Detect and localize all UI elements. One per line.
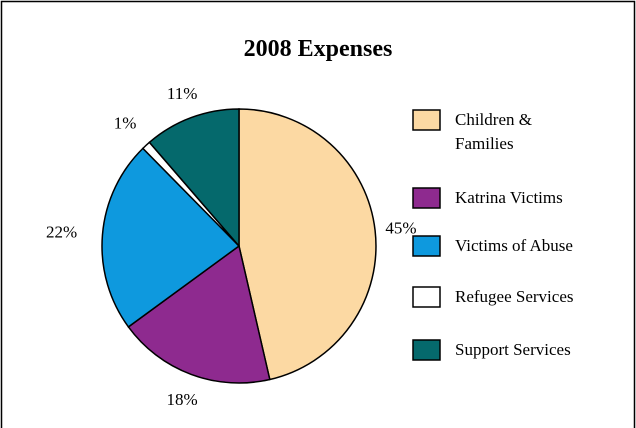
legend-label: Victims of Abuse (455, 236, 573, 255)
legend-item-children-and-families: Children & Families (412, 109, 532, 153)
legend-label-line: Katrina Victims (455, 188, 563, 207)
legend-swatch (412, 109, 441, 131)
slice-label-victims-of-abuse: 22% (46, 223, 77, 242)
legend-label-line: Refugee Services (455, 287, 573, 306)
slice-label-support-services: 11% (167, 84, 198, 103)
legend-label-line: Support Services (455, 340, 571, 359)
pie-slice-children-and-families (238, 108, 377, 381)
legend-swatch (412, 187, 441, 209)
legend-swatch (412, 286, 441, 308)
legend-item-katrina-victims: Katrina Victims (412, 187, 563, 209)
pie-slice-victims-of-abuse (101, 147, 241, 328)
legend: Children & Families Katrina Victims Victims… (412, 109, 573, 361)
pie-slice-support-services (148, 108, 240, 249)
legend-label-line: Victims of Abuse (455, 236, 573, 255)
slice-label-refugee-services: 1% (114, 114, 137, 133)
pie-slice-katrina-victims (127, 244, 271, 384)
legend-swatch (412, 235, 441, 257)
slice-label-children-and-families: 45% (385, 219, 416, 238)
legend-label: Support Services (455, 340, 571, 359)
slice-label-katrina-victims: 18% (167, 390, 198, 409)
pie-slices (101, 108, 377, 384)
legend-label: Children & Families (455, 110, 532, 153)
legend-label: Katrina Victims (455, 188, 563, 207)
legend-item-support-services: Support Services (412, 339, 571, 361)
legend-item-refugee-services: Refugee Services (412, 286, 573, 308)
legend-label-line: Families (455, 134, 514, 153)
legend-item-victims-of-abuse: Victims of Abuse (412, 235, 573, 257)
legend-swatch (412, 339, 441, 361)
pie-slice-labels: 45% 18% 22% 1% 11% (46, 84, 417, 409)
chart-title: 2008 Expenses (244, 36, 393, 62)
legend-label: Refugee Services (455, 287, 573, 306)
legend-label-line: Children & (455, 110, 532, 129)
